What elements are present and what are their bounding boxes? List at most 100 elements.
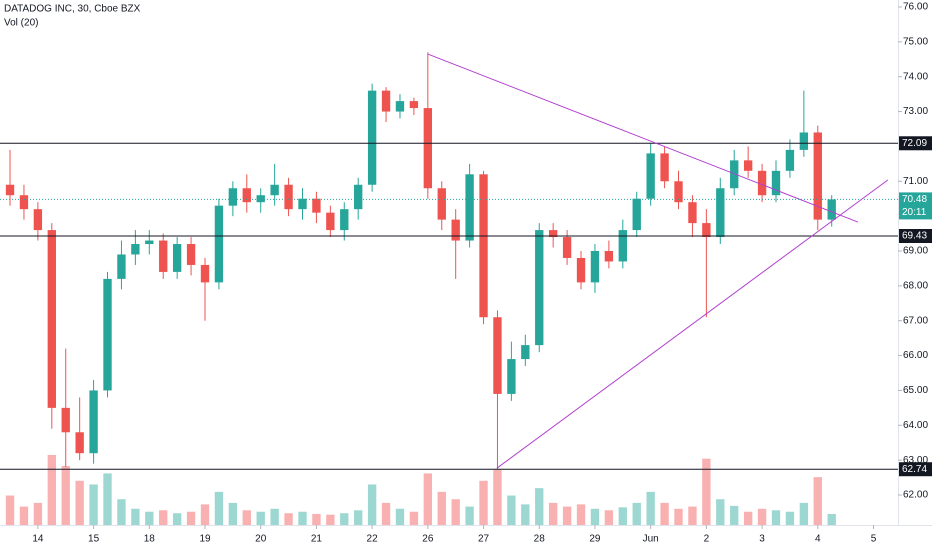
volume-bar — [19, 506, 29, 525]
volume-bar — [771, 510, 781, 525]
x-tick-label: 4 — [815, 534, 821, 545]
candle-body — [228, 188, 238, 206]
volume-bar — [340, 513, 349, 525]
candle-body — [799, 132, 809, 150]
candle-body — [479, 174, 488, 318]
x-tick-label: 19 — [199, 534, 211, 545]
volume-bar — [590, 508, 600, 525]
volume-bar — [270, 508, 279, 525]
candle-body — [131, 244, 140, 255]
volume-bar — [145, 511, 154, 525]
candle-body — [507, 359, 516, 394]
y-tick-label: 64.00 — [903, 420, 928, 431]
y-tick-label: 66.00 — [903, 350, 928, 361]
volume-bar — [395, 508, 405, 525]
candle-body — [312, 198, 321, 213]
candle-body — [381, 90, 391, 112]
candle-body — [326, 212, 335, 231]
level-label: 62.74 — [902, 464, 927, 475]
volume-bar — [576, 504, 586, 525]
volume-bar — [186, 511, 196, 525]
candle-body — [19, 195, 29, 210]
volume-bar — [381, 502, 391, 525]
y-tick-label: 63.00 — [903, 455, 928, 466]
y-tick-label: 74.00 — [903, 71, 928, 82]
candle-body — [47, 230, 56, 408]
volume-bar — [521, 504, 530, 525]
candle-body — [145, 240, 154, 245]
candle-body — [576, 257, 586, 283]
volume-bar — [89, 484, 98, 525]
candle-body — [423, 108, 433, 189]
volume-bar — [131, 508, 140, 525]
candle-body — [395, 101, 405, 112]
x-tick-label: 5 — [871, 534, 877, 545]
candle-body — [716, 188, 725, 238]
candle-body — [632, 198, 641, 231]
x-tick-label: 15 — [88, 534, 100, 545]
level-label: 72.09 — [902, 138, 927, 149]
chart-title: DATADOG INC, 30, Cboe BZX — [4, 4, 141, 15]
x-tick-label: 20 — [255, 534, 267, 545]
level-label-box — [899, 136, 932, 151]
volume-bar — [562, 506, 572, 525]
candle-body — [604, 250, 614, 262]
candle-body — [117, 254, 126, 279]
volume-bar — [437, 491, 446, 525]
candle-body — [340, 209, 349, 231]
x-tick-label: 3 — [759, 534, 765, 545]
candle-body — [562, 237, 572, 258]
candle-body — [757, 170, 767, 196]
candle-body — [827, 199, 836, 220]
candle-body — [200, 264, 210, 283]
volume-bar — [827, 513, 836, 525]
volume-bar — [548, 502, 558, 525]
countdown-label: 20:11 — [902, 207, 927, 218]
volume-bar — [103, 473, 112, 525]
candle-body — [660, 153, 669, 182]
candle-body — [437, 188, 446, 220]
volume-bar — [535, 488, 544, 525]
level-label-box — [899, 229, 932, 244]
candle-body — [103, 278, 112, 391]
candle-body — [61, 407, 70, 433]
y-tick-label: 68.00 — [903, 280, 928, 291]
volume-bar — [674, 508, 683, 525]
x-tick-label: 18 — [144, 534, 156, 545]
y-tick-label: 75.00 — [903, 36, 928, 47]
volume-bar — [507, 495, 516, 525]
volume-bar — [465, 506, 474, 525]
y-tick-label: 65.00 — [903, 385, 928, 396]
y-tick-label: 69.00 — [903, 246, 928, 257]
x-tick-label: 22 — [367, 534, 379, 545]
volume-bar — [604, 510, 614, 525]
candle-body — [270, 184, 279, 196]
candle-body — [590, 250, 600, 283]
volume-bar — [159, 510, 168, 525]
candle-body — [256, 195, 265, 203]
y-tick-label: 71.00 — [903, 176, 928, 187]
candle-body — [646, 153, 655, 199]
volume-bar — [5, 495, 15, 525]
volume-bar — [702, 458, 711, 525]
volume-bar — [354, 510, 363, 525]
volume-label: Vol (20) — [4, 18, 38, 29]
volume-bar — [660, 502, 669, 525]
candle-body — [493, 317, 502, 394]
candle-body — [409, 101, 419, 109]
candle-body — [465, 174, 474, 241]
candle-body — [89, 390, 98, 454]
volume-bar — [409, 511, 419, 525]
candle-body — [743, 160, 753, 171]
candle-body — [367, 90, 377, 185]
x-tick-label: 14 — [32, 534, 44, 545]
volume-bar — [367, 484, 377, 525]
candle-body — [618, 230, 627, 262]
y-tick-label: 62.00 — [903, 490, 928, 501]
candle-body — [242, 188, 251, 203]
volume-bar — [200, 504, 210, 525]
volume-bar — [256, 511, 265, 525]
x-tick-label: 27 — [478, 534, 490, 545]
candle-body — [730, 160, 739, 189]
